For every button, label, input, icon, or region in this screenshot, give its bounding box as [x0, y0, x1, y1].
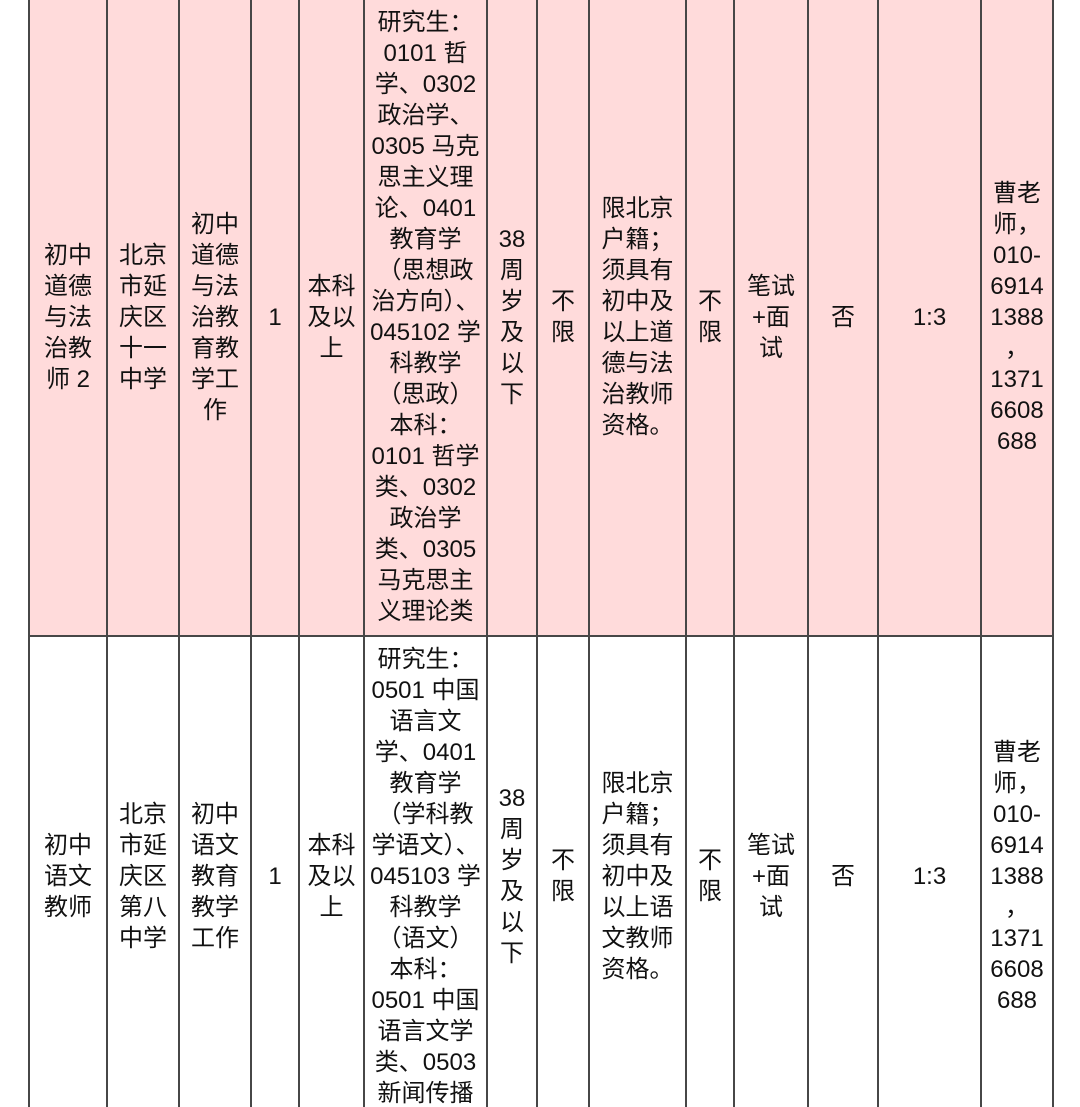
contact-cell: 曹老 师， 010- 6914 1388 ， 1371 6608 688: [980, 635, 1054, 1107]
flag-cell: 否: [807, 635, 879, 1107]
major-requirement-cell: 研究生： 0501 中国 语言文 学、0401 教育学 （学科教 学语文）、 0…: [363, 635, 488, 1107]
flag-cell: 否: [807, 0, 879, 637]
gender-limit-cell: 不 限: [536, 635, 590, 1107]
education-cell: 本科 及以 上: [298, 0, 365, 637]
ratio-cell: 1:3: [877, 0, 982, 637]
other-requirement-cell: 限北京 户籍； 须具有 初中及 以上语 文教师 资格。: [588, 635, 687, 1107]
other-requirement-cell: 限北京 户籍； 须具有 初中及 以上道 德与法 治教师 资格。: [588, 0, 687, 637]
gender-limit-cell: 不 限: [536, 0, 590, 637]
table-row-chinese-teacher: 初中 语文 教师 北京 市延 庆区 第八 中学 初中 语文 教育 教学 工作 1…: [28, 635, 1054, 1107]
job-duty-cell: 初中 语文 教育 教学 工作: [178, 635, 252, 1107]
teacher-recruitment-table: 初中 道德 与法 治教 师 2 北京 市延 庆区 十一 中学 初中 道德 与法 …: [28, 0, 1054, 1107]
table-offset-wrapper: 初中 道德 与法 治教 师 2 北京 市延 庆区 十一 中学 初中 道德 与法 …: [28, 0, 1054, 1107]
major-requirement-cell: 研究生： 0101 哲 学、0302 政治学、 0305 马克 思主义理 论、0…: [363, 0, 488, 637]
school-cell: 北京 市延 庆区 十一 中学: [106, 0, 180, 637]
contact-cell: 曹老 师， 010- 6914 1388 ， 1371 6608 688: [980, 0, 1054, 637]
table-row-morality-law-teacher: 初中 道德 与法 治教 师 2 北京 市延 庆区 十一 中学 初中 道德 与法 …: [28, 0, 1054, 637]
headcount-cell: 1: [250, 0, 300, 637]
ratio-cell: 1:3: [877, 635, 982, 1107]
age-limit-cell: 38 周 岁 及 以 下: [486, 635, 538, 1107]
experience-limit-cell: 不 限: [685, 0, 735, 637]
job-title-cell: 初中 道德 与法 治教 师 2: [28, 0, 108, 637]
job-duty-cell: 初中 道德 与法 治教 育教 学工 作: [178, 0, 252, 637]
education-cell: 本科 及以 上: [298, 635, 365, 1107]
exam-method-cell: 笔试 +面 试: [733, 0, 809, 637]
experience-limit-cell: 不 限: [685, 635, 735, 1107]
age-limit-cell: 38 周 岁 及 以 下: [486, 0, 538, 637]
school-cell: 北京 市延 庆区 第八 中学: [106, 635, 180, 1107]
exam-method-cell: 笔试 +面 试: [733, 635, 809, 1107]
headcount-cell: 1: [250, 635, 300, 1107]
job-title-cell: 初中 语文 教师: [28, 635, 108, 1107]
